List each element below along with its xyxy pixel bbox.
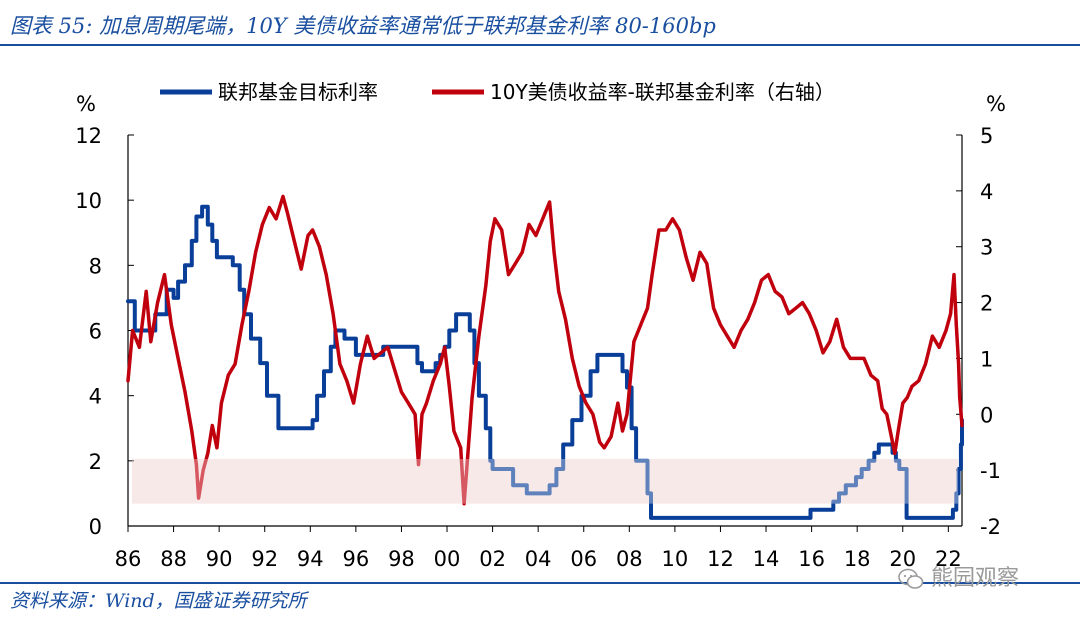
- right-axis-unit: %: [986, 92, 1006, 116]
- x-tick-label: 20: [889, 547, 916, 571]
- right-tick-label: 4: [980, 180, 993, 204]
- right-tick-label: 0: [980, 403, 993, 427]
- right-tick-label: -2: [980, 515, 1001, 539]
- x-tick-label: 92: [251, 547, 278, 571]
- left-tick-label: 8: [89, 254, 102, 278]
- left-tick-label: 0: [89, 515, 102, 539]
- shaded-band-overlay: [132, 458, 958, 504]
- right-tick-label: 5: [980, 124, 993, 148]
- left-tick-label: 12: [75, 124, 102, 148]
- legend-label-fed-funds: 联邦基金目标利率: [218, 80, 378, 104]
- left-axis-unit: %: [76, 92, 96, 116]
- series-line-spread: [126, 194, 964, 506]
- left-tick-label: 2: [89, 450, 102, 474]
- left-tick-label: 10: [75, 189, 102, 213]
- legend-label-spread: 10Y美债收益率-联邦基金利率（右轴）: [490, 80, 835, 104]
- x-tick-label: 88: [160, 547, 187, 571]
- x-tick-label: 22: [935, 547, 962, 571]
- legend: 联邦基金目标利率 10Y美债收益率-联邦基金利率（右轴）: [160, 80, 835, 104]
- shaded-band: [132, 458, 958, 504]
- bottom-divider: [0, 582, 1080, 584]
- right-tick-label: 2: [980, 292, 993, 316]
- source-note: 资料来源：Wind，国盛证券研究所: [10, 590, 307, 612]
- watermark: 熊园观察: [898, 560, 1019, 592]
- x-tick-label: 16: [798, 547, 825, 571]
- x-tick-label: 02: [479, 547, 506, 571]
- wechat-icon: [898, 568, 924, 589]
- x-tick-label: 04: [525, 547, 552, 571]
- x-tick-label: 90: [206, 547, 233, 571]
- x-tick-label: 98: [388, 547, 415, 571]
- x-tick-label: 86: [115, 547, 142, 571]
- right-tick-label: 1: [980, 347, 993, 371]
- x-tick-label: 94: [297, 547, 324, 571]
- x-tick-label: 96: [343, 547, 370, 571]
- left-tick-label: 6: [89, 320, 102, 344]
- x-tick-label: 18: [844, 547, 871, 571]
- chart-title: 图表 55: 加息周期尾端，10Y 美债收益率通常低于联邦基金利率 80-160…: [10, 14, 716, 38]
- x-tick-label: 12: [707, 547, 734, 571]
- x-tick-label: 08: [616, 547, 643, 571]
- top-divider: [0, 44, 1080, 46]
- right-tick-label: -1: [980, 459, 1001, 483]
- left-tick-label: 4: [89, 385, 102, 409]
- x-tick-label: 10: [662, 547, 689, 571]
- right-tick-label: 3: [980, 236, 993, 260]
- x-tick-label: 14: [753, 547, 780, 571]
- series-line-fed-funds: [126, 204, 964, 520]
- watermark-text: 熊园观察: [931, 566, 1020, 591]
- x-tick-label: 00: [434, 547, 461, 571]
- x-tick-label: 06: [570, 547, 597, 571]
